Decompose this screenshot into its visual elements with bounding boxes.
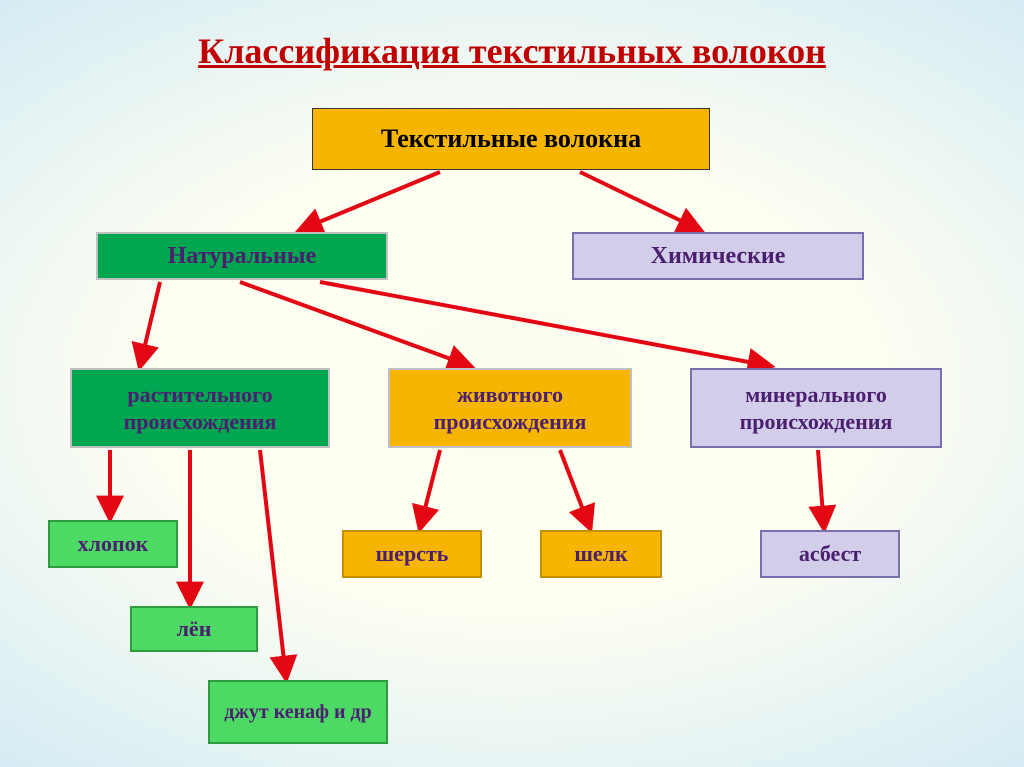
node-animal: животного происхождения — [388, 368, 632, 448]
diagram-title: Классификация текстильных волокон — [0, 30, 1024, 72]
node-label: хлопок — [78, 530, 149, 558]
node-label: шерсть — [376, 540, 449, 568]
node-mineral: минерального происхождения — [690, 368, 942, 448]
node-label: Химические — [651, 241, 786, 271]
node-asbestos: асбест — [760, 530, 900, 578]
node-label: асбест — [799, 540, 861, 568]
node-natural: Натуральные — [96, 232, 388, 280]
node-label: Текстильные волокна — [381, 123, 641, 156]
node-flax: лён — [130, 606, 258, 652]
node-label: лён — [177, 615, 212, 643]
node-root: Текстильные волокна — [312, 108, 710, 170]
node-cotton: хлопок — [48, 520, 178, 568]
node-plant: растительного происхождения — [70, 368, 330, 448]
node-silk: шелк — [540, 530, 662, 578]
node-label: шелк — [574, 540, 627, 568]
node-jute: джут кенаф и др — [208, 680, 388, 744]
node-chemical: Химические — [572, 232, 864, 280]
node-label: Натуральные — [168, 241, 316, 271]
node-label: джут кенаф и др — [224, 700, 371, 725]
node-label: минерального происхождения — [692, 381, 940, 436]
node-label: животного происхождения — [390, 381, 630, 436]
node-wool: шерсть — [342, 530, 482, 578]
node-label: растительного происхождения — [72, 381, 328, 436]
